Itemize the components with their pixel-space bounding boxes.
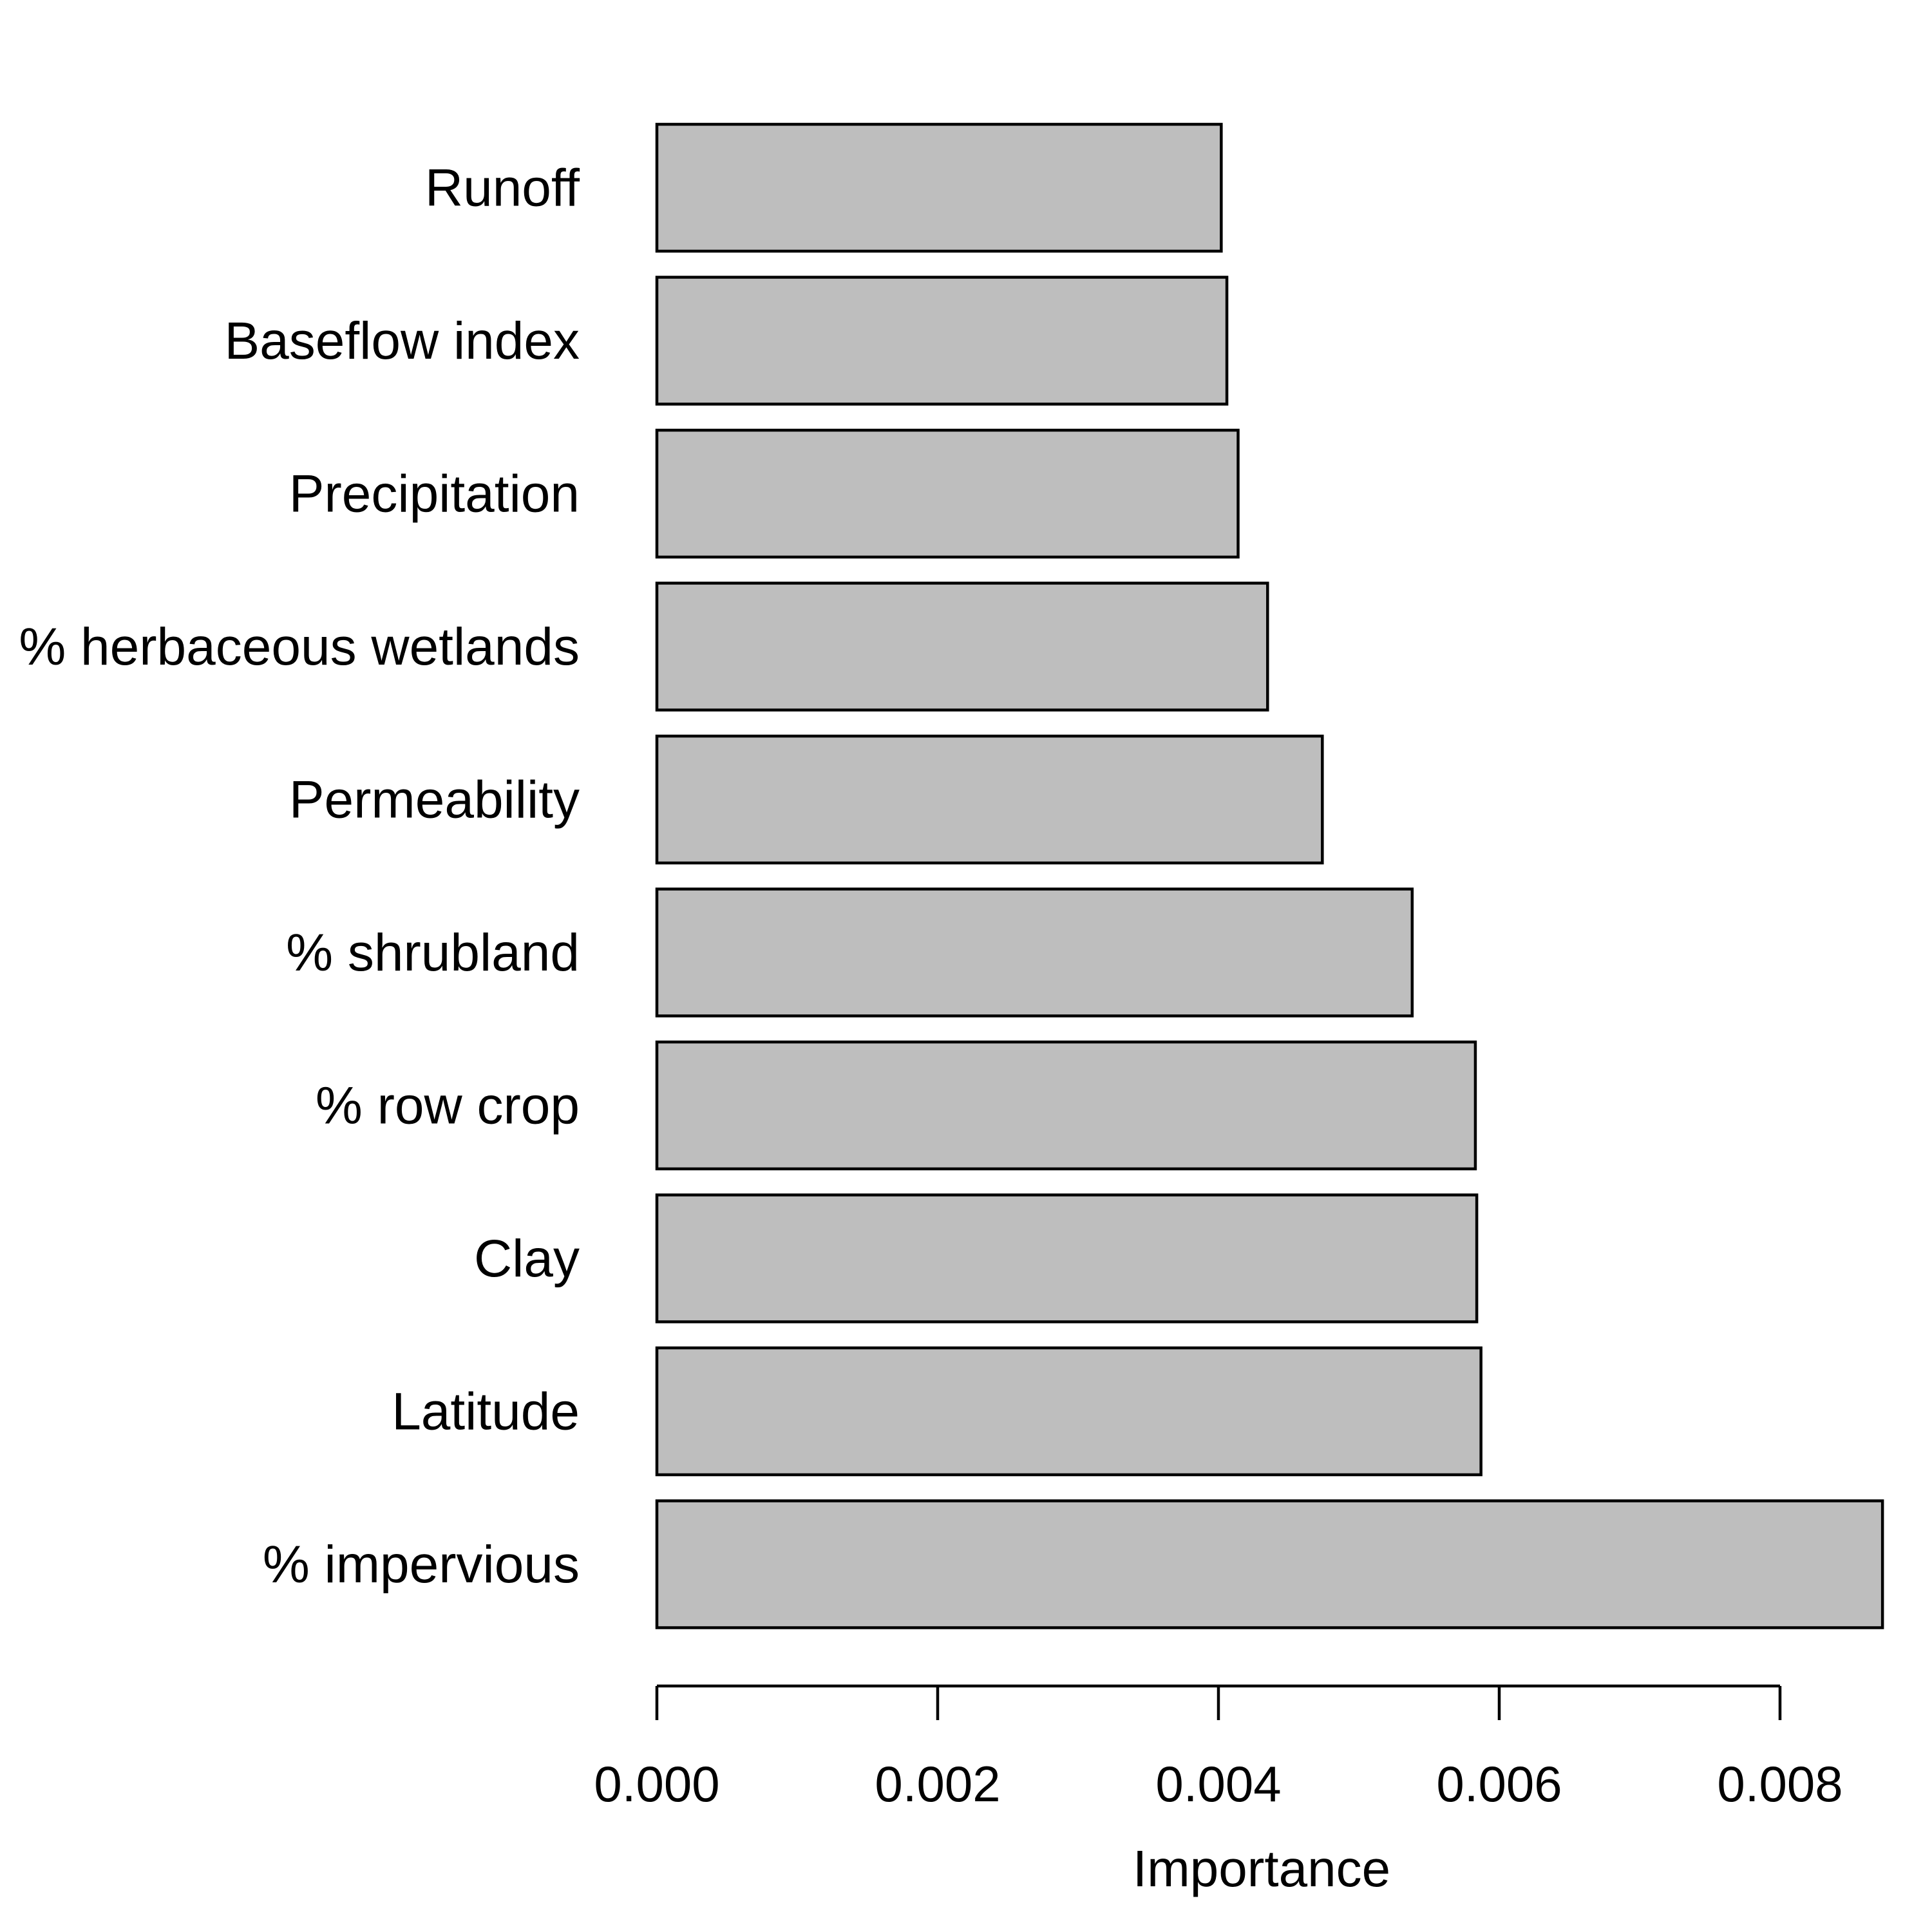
x-tick-label: 0.002 xyxy=(875,1756,1000,1812)
category-label: Clay xyxy=(474,1229,580,1288)
category-label: % herbaceous wetlands xyxy=(19,618,580,676)
category-label: % row crop xyxy=(316,1077,580,1135)
bar xyxy=(655,1499,1884,1629)
bar xyxy=(655,428,1240,559)
category-labels-group: Runoff Baseflow index Precipitation % herba… xyxy=(19,159,580,1595)
category-label: Baseflow index xyxy=(224,312,580,370)
x-axis: 0.000 0.002 0.004 0.006 0.008 xyxy=(594,1684,1843,1812)
x-tick-label: 0.006 xyxy=(1436,1756,1562,1812)
x-tick-label: 0.004 xyxy=(1155,1756,1281,1812)
category-label: Runoff xyxy=(425,159,580,218)
x-axis-title: Importance xyxy=(1133,1840,1390,1897)
bar xyxy=(655,1193,1479,1323)
category-label: Permeability xyxy=(289,771,580,829)
bar xyxy=(655,276,1229,406)
bar xyxy=(655,1346,1482,1477)
bar xyxy=(655,582,1269,712)
bar xyxy=(655,1040,1477,1171)
category-label: Precipitation xyxy=(289,465,580,524)
x-tick-label: 0.008 xyxy=(1717,1756,1842,1812)
bar xyxy=(655,122,1223,253)
bar xyxy=(655,734,1324,865)
x-tick-label: 0.000 xyxy=(594,1756,719,1812)
category-label: Latitude xyxy=(392,1383,580,1441)
bar xyxy=(655,887,1414,1018)
category-label: % impervious xyxy=(263,1535,580,1594)
x-ticks-group: 0.000 0.002 0.004 0.006 0.008 xyxy=(594,1686,1843,1812)
category-label: % shrubland xyxy=(286,923,580,982)
bars-group xyxy=(655,122,1884,1629)
